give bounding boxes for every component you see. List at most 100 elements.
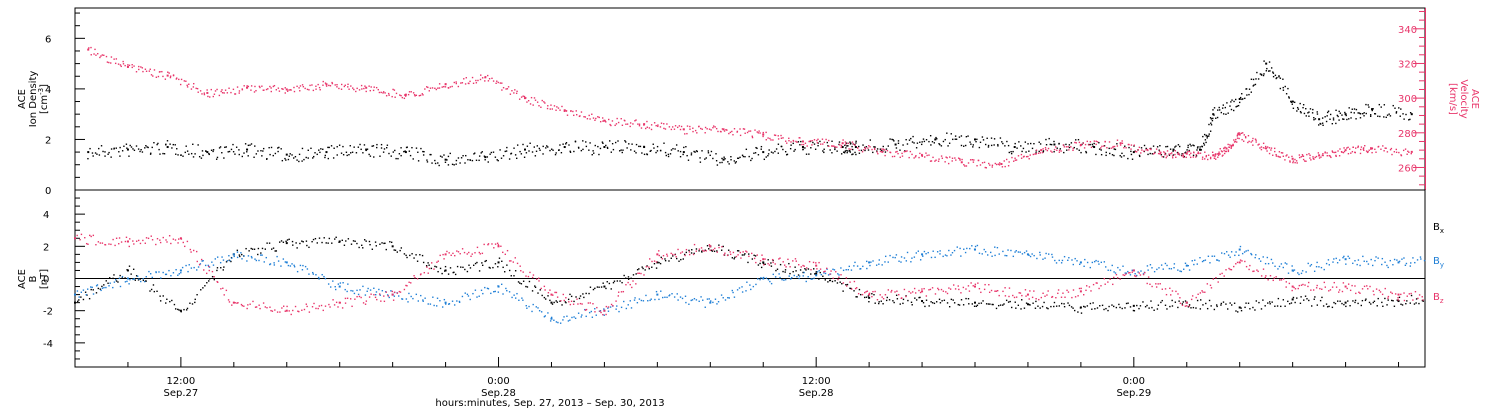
velocity-point xyxy=(550,104,552,106)
bz-point xyxy=(803,265,805,267)
bx-point xyxy=(396,251,398,253)
by-point xyxy=(538,310,541,312)
by-point xyxy=(840,267,842,269)
bx-point xyxy=(682,258,684,260)
velocity-point xyxy=(108,61,110,64)
by-point xyxy=(567,320,570,322)
by-point xyxy=(757,278,759,280)
by-point xyxy=(315,274,317,276)
bz-point xyxy=(255,306,258,308)
velocity-point xyxy=(637,123,639,125)
by-point xyxy=(1238,254,1240,257)
bx-point xyxy=(1125,302,1128,305)
bz-point xyxy=(186,240,189,243)
density-point xyxy=(158,148,160,151)
bx-point xyxy=(1132,304,1135,307)
by-point xyxy=(1272,262,1274,264)
bx-point xyxy=(849,287,851,290)
bx-point xyxy=(383,242,385,245)
by-point xyxy=(710,300,712,302)
by-point xyxy=(1375,256,1377,258)
density-point xyxy=(1172,148,1175,151)
bz-point xyxy=(881,296,883,298)
density-point xyxy=(1168,154,1171,156)
bx-point xyxy=(1200,299,1202,301)
bz-point xyxy=(145,237,148,239)
bz-point xyxy=(958,288,960,291)
velocity-point xyxy=(809,140,812,142)
velocity-point xyxy=(516,90,518,93)
velocity-point xyxy=(1265,147,1268,150)
by-point xyxy=(170,275,172,277)
by-point xyxy=(1122,265,1124,267)
bx-point xyxy=(1020,308,1022,310)
bx-point xyxy=(731,257,734,259)
by-point xyxy=(187,270,189,273)
velocity-point xyxy=(1116,145,1119,147)
bx-point xyxy=(454,273,457,276)
bz-point xyxy=(479,253,482,255)
density-point xyxy=(1068,146,1071,149)
density-point xyxy=(1238,98,1241,100)
by-point xyxy=(1258,258,1260,260)
density-point xyxy=(1203,144,1206,146)
velocity-point xyxy=(1213,157,1216,159)
bx-point xyxy=(902,302,904,305)
velocity-point xyxy=(714,126,716,128)
bz-point xyxy=(1181,304,1184,306)
by-point xyxy=(493,291,495,293)
by-point xyxy=(236,256,239,259)
velocity-point xyxy=(1364,145,1366,147)
density-point xyxy=(342,154,345,156)
density-point xyxy=(1299,102,1301,105)
date-tick-label: Sep.28 xyxy=(799,388,834,399)
density-point xyxy=(1371,109,1373,112)
velocity-point xyxy=(188,83,190,85)
velocity-point xyxy=(1020,153,1023,156)
bz-point xyxy=(919,291,922,294)
by-point xyxy=(1209,262,1211,264)
bz-point xyxy=(1280,279,1283,281)
bz-point xyxy=(1394,293,1397,295)
bx-point xyxy=(573,300,575,303)
by-point xyxy=(386,294,389,296)
velocity-point xyxy=(838,144,841,146)
density-point xyxy=(887,145,889,147)
by-point xyxy=(946,255,948,257)
bz-point xyxy=(868,292,871,294)
density-point xyxy=(538,147,541,150)
bz-point xyxy=(830,270,832,272)
density-point xyxy=(1201,145,1203,148)
bx-point xyxy=(776,268,779,270)
density-point xyxy=(854,146,857,149)
density-point xyxy=(628,143,630,145)
velocity-point xyxy=(443,85,445,88)
density-point xyxy=(1353,112,1355,114)
density-point xyxy=(1212,113,1215,116)
by-point xyxy=(627,304,629,306)
bz-point xyxy=(1149,283,1151,285)
bz-point xyxy=(638,272,641,274)
density-point xyxy=(192,156,195,158)
density-point xyxy=(408,150,411,152)
velocity-point xyxy=(1128,143,1130,146)
bx-point xyxy=(1276,305,1279,307)
density-point xyxy=(748,155,750,158)
bx-point xyxy=(1382,305,1384,308)
by-point xyxy=(393,295,396,297)
density-point xyxy=(763,158,766,161)
velocity-point xyxy=(620,118,622,120)
bz-point xyxy=(405,284,407,287)
bx-point xyxy=(488,266,490,269)
bz-point xyxy=(1387,295,1390,298)
velocity-point xyxy=(648,127,651,129)
velocity-point xyxy=(1400,154,1403,157)
density-point xyxy=(307,157,309,159)
velocity-point xyxy=(1101,145,1103,148)
bx-point xyxy=(685,251,688,254)
velocity-point xyxy=(492,80,495,82)
velocity-point xyxy=(103,54,105,57)
density-point xyxy=(852,148,854,151)
bz-point xyxy=(640,272,642,275)
velocity-point xyxy=(1301,154,1304,156)
